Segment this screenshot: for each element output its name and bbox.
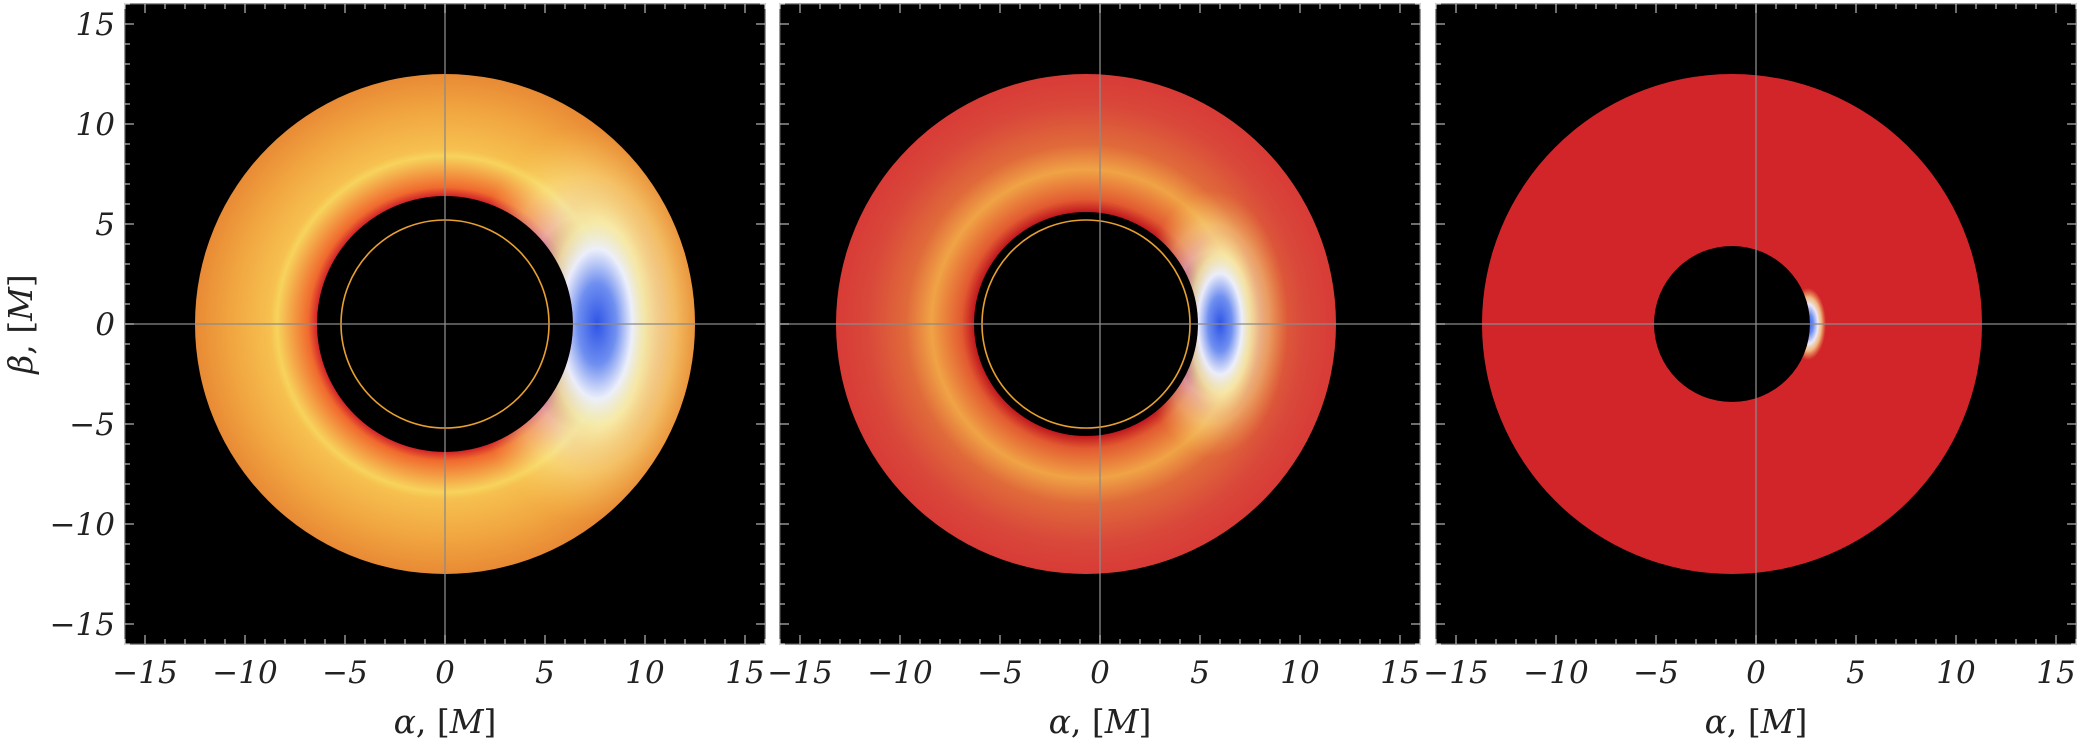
x-tick-label: −15 [1423, 655, 1488, 691]
x-axis-label: α, [M] [1705, 702, 1808, 741]
x-axis-unit: M [449, 702, 485, 741]
y-axis-sep: , [ [1, 321, 40, 355]
x-axis-close: ] [484, 702, 497, 741]
x-tick-label: 10 [1936, 655, 1975, 691]
x-axis-unit: M [1760, 702, 1796, 741]
y-axis-label: β, [M] [1, 274, 40, 376]
y-axis-close: ] [1, 274, 40, 287]
y-axis-symbol: β [1, 355, 40, 376]
x-tick-label: 10 [625, 655, 664, 691]
x-axis-unit: M [1104, 702, 1140, 741]
y-tick-label: 10 [76, 107, 115, 143]
x-tick-label: −10 [212, 655, 277, 691]
x-axis-symbol: α [394, 702, 416, 741]
x-tick-label: −5 [1633, 655, 1679, 691]
panel-middle: −15 −10 −5 0 5 10 15 α, [M] [767, 3, 1421, 741]
x-tick-label: 5 [535, 655, 555, 691]
x-axis-close: ] [1795, 702, 1808, 741]
x-tick-label: −10 [1523, 655, 1588, 691]
y-tick-label: 15 [76, 7, 115, 43]
x-axis-label: α, [M] [394, 702, 497, 741]
x-tick-label: −15 [112, 655, 177, 691]
x-tick-label: 0 [435, 655, 455, 691]
x-tick-label: −5 [977, 655, 1023, 691]
x-tick-label: 15 [725, 655, 764, 691]
panel-right: −15 −10 −5 0 5 10 15 α, [M] [1423, 3, 2077, 741]
x-tick-label: −15 [767, 655, 832, 691]
x-axis-sep: , [ [1727, 702, 1761, 741]
x-axis-symbol: α [1705, 702, 1727, 741]
y-axis-unit: M [1, 286, 40, 322]
x-axis-symbol: α [1049, 702, 1071, 741]
x-axis-label: α, [M] [1049, 702, 1152, 741]
x-tick-label: 10 [1280, 655, 1319, 691]
x-tick-label: 5 [1190, 655, 1210, 691]
y-tick-label: −10 [50, 507, 115, 543]
x-tick-label: 15 [2036, 655, 2075, 691]
y-tick-label: −5 [69, 407, 115, 443]
x-axis-sep: , [ [416, 702, 450, 741]
x-tick-label: −5 [322, 655, 368, 691]
y-tick-label: 0 [95, 307, 115, 343]
y-tick-label: −15 [50, 607, 115, 643]
x-axis-close: ] [1139, 702, 1152, 741]
x-tick-label: 0 [1090, 655, 1110, 691]
x-tick-label: −10 [867, 655, 932, 691]
y-tick-label: 5 [95, 207, 115, 243]
x-tick-label: 0 [1746, 655, 1766, 691]
accretion-disk [1482, 74, 1982, 574]
x-tick-label: 5 [1846, 655, 1866, 691]
x-axis-sep: , [ [1071, 702, 1105, 741]
x-tick-label: 15 [1380, 655, 1419, 691]
